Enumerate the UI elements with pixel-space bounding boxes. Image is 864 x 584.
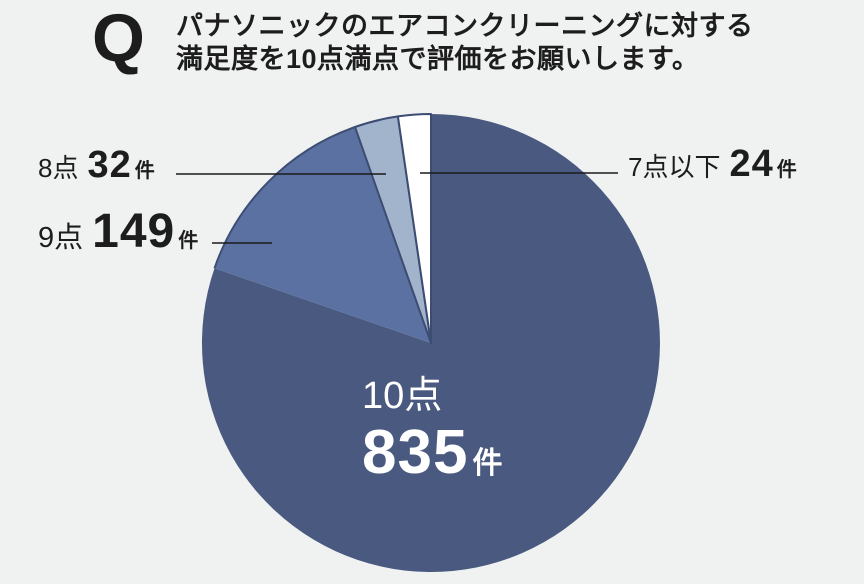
label-8-points: 8点 32 件 [38,144,155,187]
label-9-count: 149 [92,205,176,258]
pie-slice-1 [214,127,431,343]
label-9-points: 9点 149 件 [38,204,198,259]
label-8-unit: 件 [134,160,155,182]
question-title-line2: 満足度を10点満点で評価をお願いします。 [176,44,700,74]
label-7-count: 24 [729,143,774,185]
label-8-count: 32 [87,144,132,186]
label-9-unit: 件 [178,230,199,252]
label-10-points: 10点 835 件 [362,374,502,484]
label-10-count: 835 [362,418,469,487]
label-7-unit: 件 [776,159,797,181]
question-title: パナソニックのエアコンクリーニングに対する 満足度を10点満点で評価をお願いしま… [176,10,754,76]
question-title-line1: パナソニックのエアコンクリーニングに対する [176,11,754,41]
label-8-score: 8点 [38,153,79,183]
label-10-unit: 件 [472,447,503,480]
label-10-score: 10点 [362,375,443,417]
label-7-score: 7点以下 [628,152,721,182]
label-7-or-less: 7点以下 24 件 [628,143,797,186]
pie-slice-1-rim [213,126,356,269]
label-9-score: 9点 [38,222,84,254]
question-mark-letter: Q [92,0,145,76]
pie-slice-3 [396,112,432,344]
